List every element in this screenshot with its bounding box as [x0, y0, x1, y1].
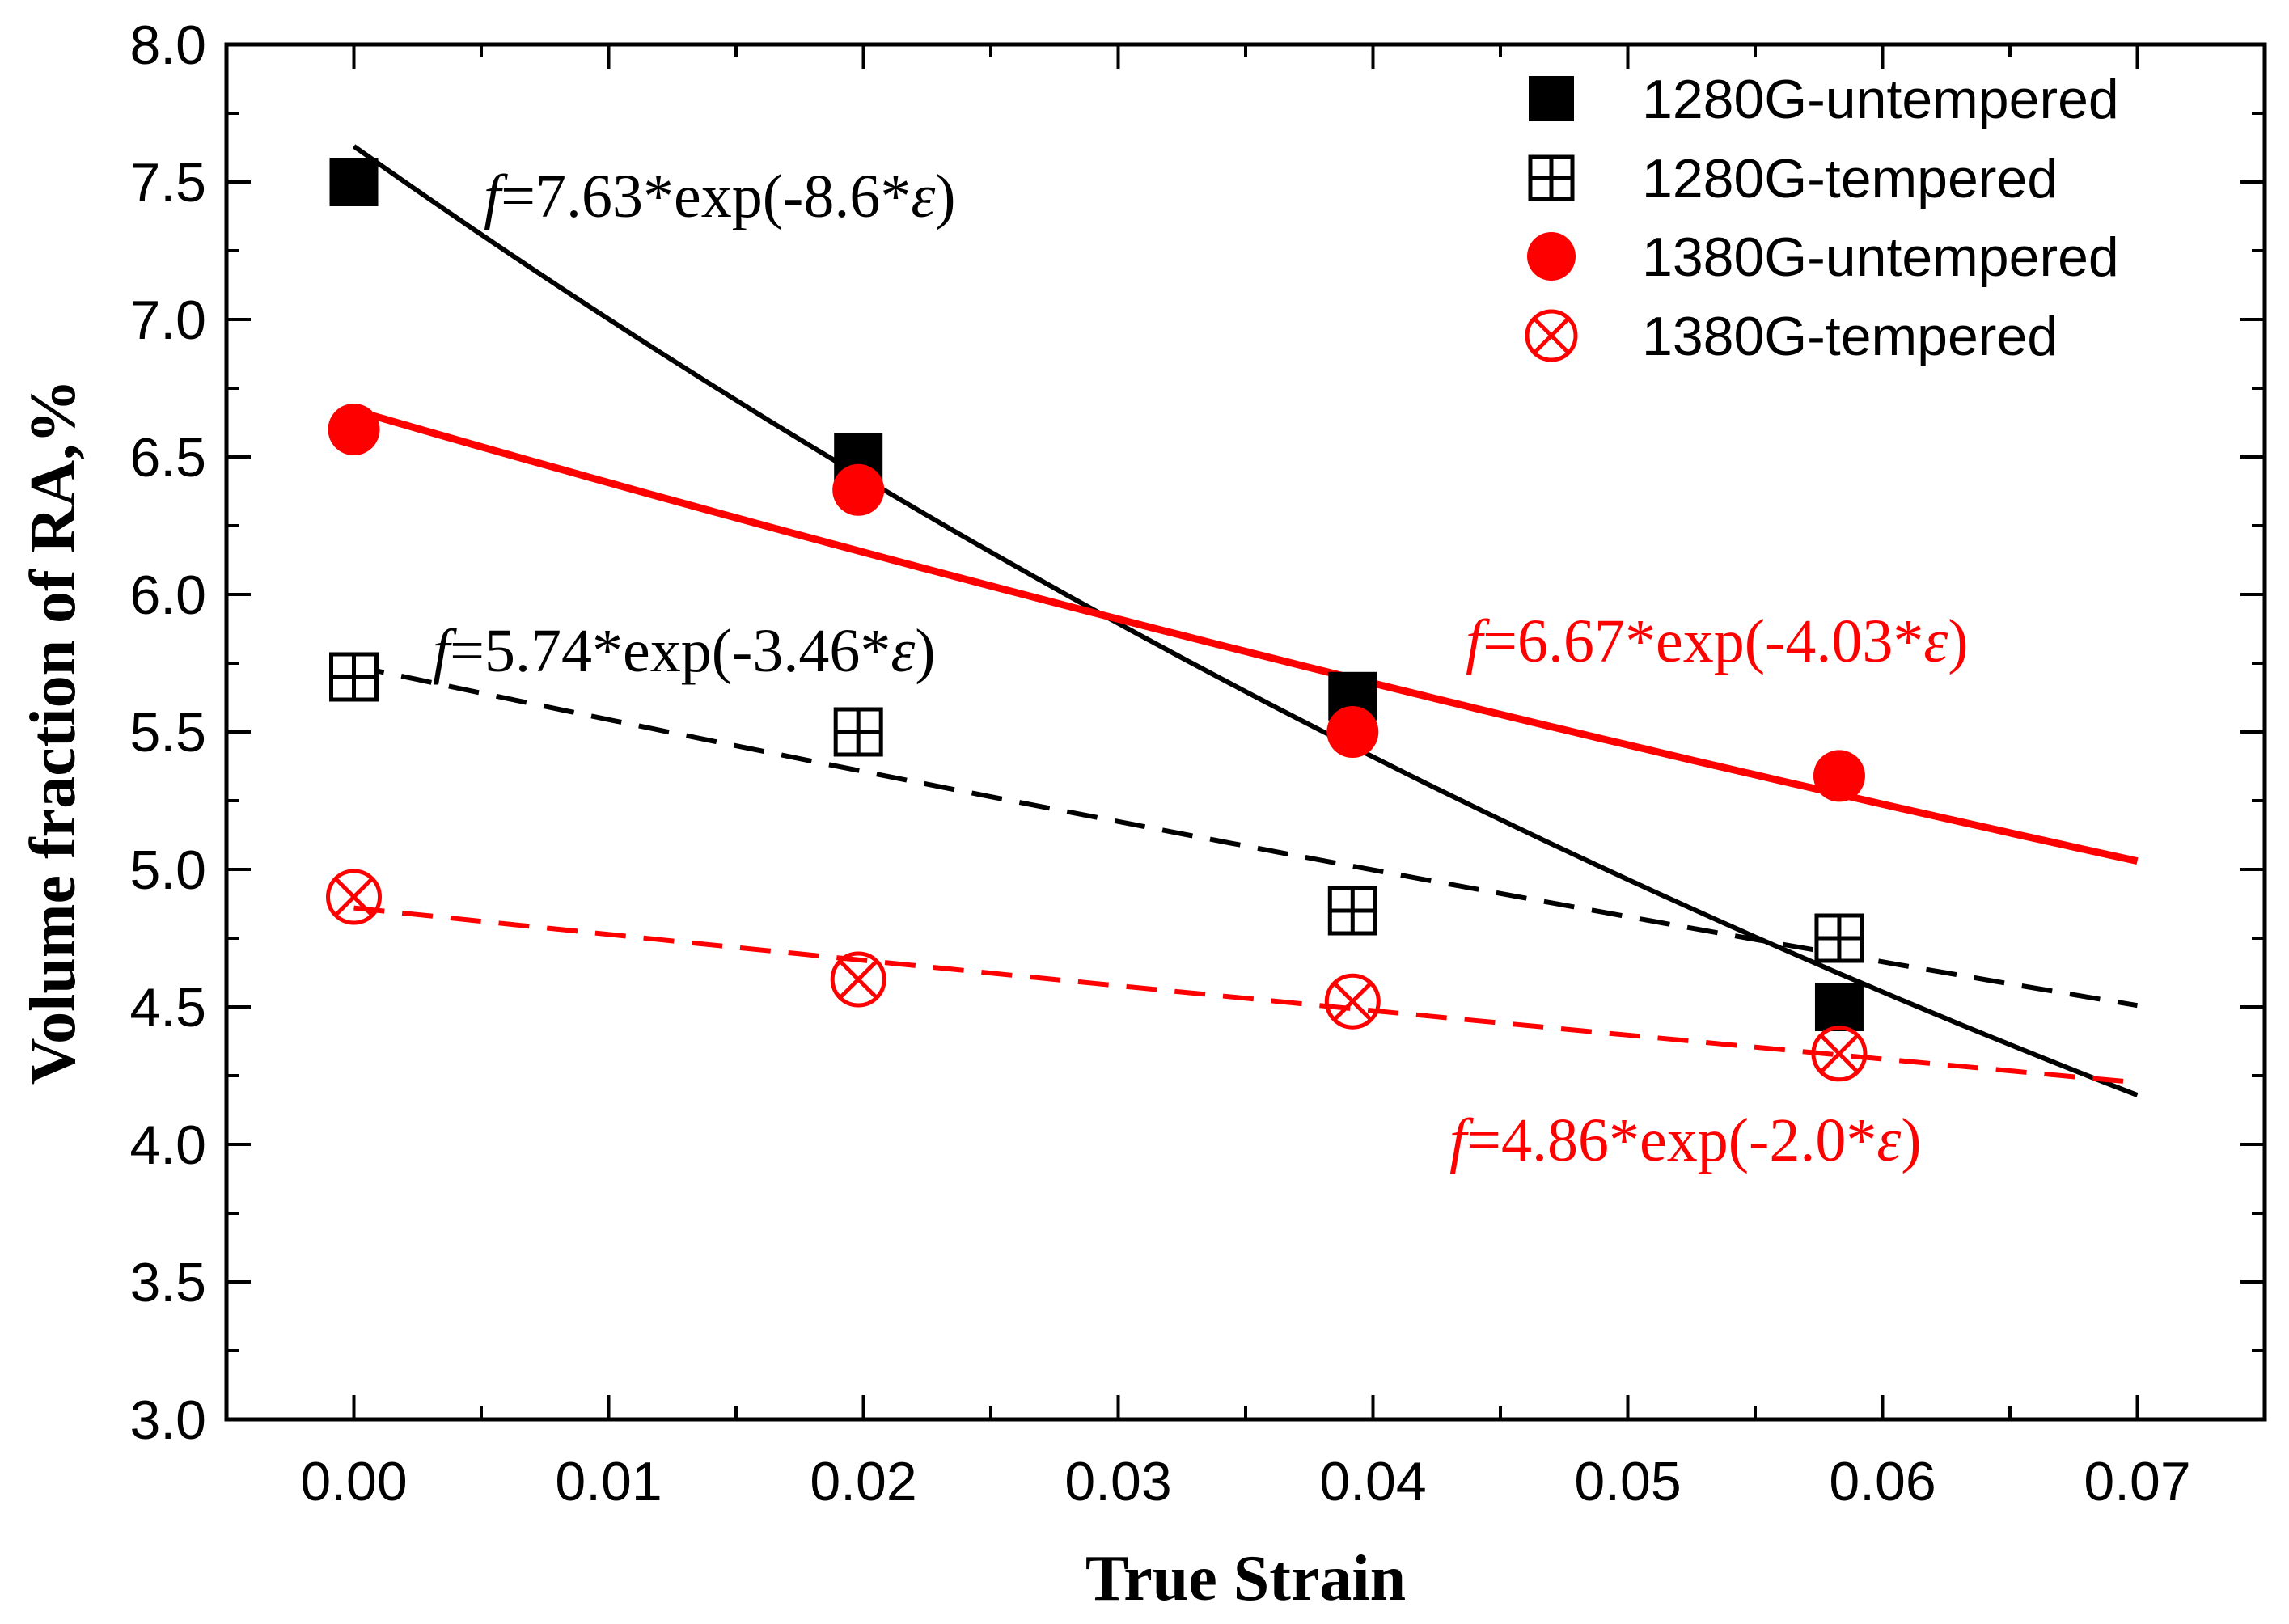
data-point-series-4: [326, 869, 382, 925]
x-tick-label: 0.03: [1064, 1451, 1171, 1512]
y-tick-label: 5.0: [129, 839, 206, 901]
eq-close: ): [935, 163, 955, 230]
data-point-series-1: [329, 158, 379, 206]
legend-item: 1380G-untempered: [1527, 226, 2119, 288]
y-tick-label: 5.5: [129, 702, 206, 763]
marker-cross-b: [1532, 316, 1571, 355]
x-tick-label: 0.00: [300, 1451, 407, 1512]
x-tick-label: 0.06: [1829, 1451, 1936, 1512]
y-tick-label: 6.0: [129, 565, 206, 626]
data-point-series-2: [1327, 886, 1377, 936]
x-tick-label: 0.05: [1574, 1451, 1681, 1512]
eq-var: ε: [1876, 1106, 1901, 1174]
y-tick-label: 3.0: [129, 1389, 206, 1451]
annotations-layer: f=7.63*exp(-8.6*ε) f=5.74*exp(-3.46*ε) f=6…: [433, 163, 1969, 1174]
fit-equation-label: f=7.63*exp(-8.6*ε): [484, 163, 956, 230]
marker-cross-b: [333, 877, 374, 917]
x-tick-label: 0.02: [810, 1451, 916, 1512]
legend-label: 1280G-tempered: [1642, 148, 2058, 209]
x-tick-label: 0.01: [555, 1451, 662, 1512]
y-tick-label: 7.0: [129, 290, 206, 351]
data-point-series-3: [832, 463, 885, 516]
data-point-series-2: [1814, 913, 1864, 963]
data-point-series-2: [329, 652, 379, 702]
marker-cross-b: [1819, 1033, 1860, 1074]
data-points-layer: [326, 158, 1868, 1082]
x-tick-label: 0.04: [1319, 1451, 1426, 1512]
data-point-series-3: [1813, 750, 1865, 802]
data-point-series-4: [1811, 1026, 1868, 1082]
data-point-series-3: [328, 404, 380, 455]
fit-line-series-1: [352, 144, 2139, 1097]
y-axis-title: Volume fraction of RA,%: [18, 379, 89, 1085]
marker-ring: [1811, 1026, 1868, 1082]
y-tick-label: 4.5: [129, 977, 206, 1038]
eq-close: ): [1901, 1106, 1921, 1174]
legend-marker: [1529, 76, 1574, 121]
marker-cross-b: [838, 959, 879, 1000]
data-point-series-2: [833, 707, 883, 757]
legend-label: 1380G-tempered: [1642, 306, 2058, 367]
legend-label: 1380G-untempered: [1642, 226, 2119, 288]
legend-marker: [1528, 154, 1575, 201]
legend-item: 1280G-tempered: [1528, 148, 2058, 209]
fit-equation-label: f=6.67*exp(-4.03*ε): [1466, 607, 1969, 675]
fit-equation-label: f=4.86*exp(-2.0*ε): [1449, 1106, 1922, 1174]
y-tick-label: 7.5: [129, 152, 206, 214]
marker-cross-b: [1332, 981, 1373, 1022]
eq-body: =5.74*exp(-3.46*: [450, 617, 891, 685]
legend-marker: [1525, 309, 1578, 362]
fit-line-series-2: [353, 663, 2138, 1009]
data-point-series-4: [830, 951, 886, 1008]
legend-item: 1380G-tempered: [1525, 306, 2058, 367]
eq-var: ε: [1923, 607, 1948, 675]
axes-layer: 0.00 0.01 0.02 0.03 0.04 0.05 0.06 0.07 3.0 3.5 4.…: [129, 15, 2267, 1512]
eq-var: ε: [911, 163, 935, 230]
eq-body: =7.63*exp(-8.6*: [501, 163, 911, 230]
x-tick-label: 0.07: [2084, 1451, 2190, 1512]
y-tick-label: 4.0: [129, 1114, 206, 1176]
legend-marker: [1527, 232, 1576, 281]
marker-ring: [1525, 309, 1578, 362]
legend-item: 1280G-untempered: [1529, 69, 2119, 130]
y-tick-label: 3.5: [129, 1252, 206, 1313]
marker-ring: [1324, 973, 1381, 1030]
y-tick-label: 6.5: [129, 427, 206, 488]
data-point-series-4: [1324, 973, 1381, 1030]
legend: 1280G-untempered 1280G-tempered 1380G-unte…: [1525, 69, 2119, 367]
fit-line-series-4: [353, 905, 2138, 1085]
data-point-series-3: [1326, 706, 1379, 758]
fit-equation-label: f=5.74*exp(-3.46*ε): [433, 617, 936, 685]
eq-body: =6.67*exp(-4.03*: [1483, 607, 1923, 675]
legend-label: 1280G-untempered: [1642, 69, 2119, 130]
eq-body: =4.86*exp(-2.0*: [1466, 1106, 1876, 1174]
eq-close: ): [915, 617, 935, 685]
y-tick-label: 8.0: [129, 15, 206, 76]
eq-close: ): [1948, 607, 1968, 675]
data-point-series-1: [1814, 983, 1864, 1031]
marker-ring: [830, 951, 886, 1008]
eq-var: ε: [891, 617, 915, 685]
x-axis-title: True Strain: [1085, 1543, 1406, 1614]
marker-ring: [326, 869, 382, 925]
